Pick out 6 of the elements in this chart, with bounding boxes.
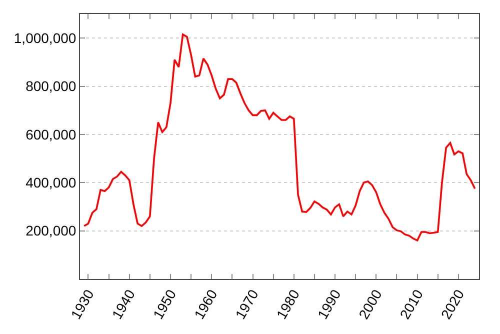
y-tick-label: 400,000 — [26, 174, 76, 191]
line-series — [83, 34, 476, 242]
y-tick-label: 600,000 — [26, 126, 76, 142]
y-tick-label: 200,000 — [26, 222, 76, 239]
y-tick-label: 1,000,000 — [14, 30, 76, 46]
y-tick-label: 800,000 — [26, 78, 76, 94]
